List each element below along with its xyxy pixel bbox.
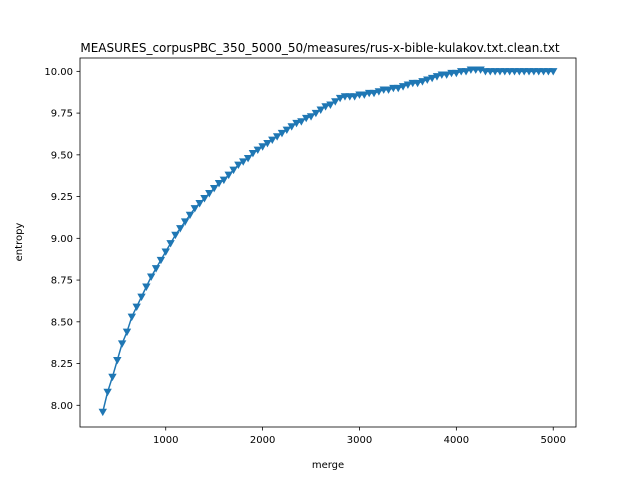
data-point-marker — [326, 101, 335, 109]
data-point-marker — [142, 283, 151, 291]
data-point-marker — [219, 176, 229, 185]
data-point-marker — [190, 205, 199, 213]
data-point-marker — [127, 313, 137, 322]
data-point-marker — [166, 240, 175, 248]
data-point-marker — [200, 195, 209, 203]
data-point-marker — [122, 328, 132, 337]
y-tick-label: 8.50 — [51, 317, 73, 328]
data-point-marker — [205, 190, 214, 198]
data-point-marker — [297, 118, 306, 126]
data-point-marker — [180, 218, 190, 226]
data-point-marker — [253, 146, 262, 155]
x-tick-label: 2000 — [250, 435, 275, 446]
data-point-marker — [331, 98, 340, 106]
y-tick-label: 8.25 — [51, 359, 73, 370]
data-point-marker — [321, 103, 330, 111]
data-point-marker — [117, 340, 127, 348]
data-point-marker — [311, 109, 321, 118]
data-point-marker — [239, 158, 248, 166]
data-point-marker — [171, 231, 180, 240]
data-point-marker — [335, 94, 345, 103]
data-point-marker — [287, 123, 296, 131]
data-point-marker — [374, 88, 384, 96]
data-point-marker — [442, 71, 451, 79]
data-point-marker — [427, 74, 437, 83]
data-point-marker — [394, 84, 403, 93]
data-point-marker — [98, 408, 107, 417]
axes: 1000 2000 3000 4000 5000 8.00 8.25 8.50 8.75 9.00… — [44, 57, 577, 446]
data-point-marker — [306, 113, 316, 121]
x-tick-label: 1000 — [153, 435, 178, 446]
data-point-marker — [151, 265, 161, 273]
y-tick-label: 9.75 — [51, 109, 73, 120]
y-tick-label: 8.75 — [51, 276, 73, 287]
data-point-marker — [316, 106, 325, 114]
data-point-marker — [263, 139, 272, 148]
data-point-marker — [403, 81, 413, 89]
data-point-marker — [156, 256, 166, 265]
data-point-marker — [384, 86, 393, 94]
y-tick-label: 9.00 — [51, 234, 73, 245]
y-tick-label: 10.00 — [44, 67, 73, 78]
data-point-marker — [549, 68, 558, 76]
data-point-marker — [137, 293, 146, 301]
data-point-marker — [369, 89, 379, 98]
data-point-marker — [418, 78, 427, 86]
x-tick-label: 5000 — [541, 435, 566, 446]
data-point-marker — [413, 79, 422, 88]
data-point-marker — [103, 388, 112, 397]
data-point-marker — [243, 154, 253, 163]
y-tick-label: 8.00 — [51, 401, 73, 412]
data-point-marker — [258, 143, 267, 151]
plot-area — [98, 66, 558, 417]
data-point-marker — [132, 303, 141, 311]
data-point-marker — [209, 185, 219, 193]
x-tick-label: 4000 — [444, 435, 469, 446]
data-point-marker — [147, 273, 156, 281]
data-point-marker — [224, 171, 233, 180]
y-tick-label: 9.25 — [51, 192, 73, 203]
data-point-marker — [452, 69, 461, 78]
data-point-marker — [461, 68, 471, 76]
data-point-marker — [272, 133, 282, 141]
data-point-marker — [302, 114, 311, 123]
y-tick-label: 9.50 — [51, 150, 73, 161]
data-point-marker — [234, 161, 243, 170]
data-point-marker — [161, 248, 170, 256]
data-point-marker — [185, 211, 195, 220]
data-point-marker — [113, 357, 122, 365]
data-point-marker — [432, 73, 442, 81]
data-point-marker — [277, 129, 287, 138]
chart-title: MEASURES_corpusPBC_350_5000_50/measures/… — [80, 41, 560, 55]
axes-frame — [79, 57, 577, 428]
data-point-marker — [214, 180, 224, 188]
data-point-marker — [176, 225, 185, 233]
data-point-marker — [423, 76, 432, 84]
data-point-marker — [229, 166, 238, 175]
data-point-marker — [282, 126, 292, 134]
data-point-marker — [195, 200, 204, 208]
data-point-marker — [360, 91, 369, 99]
y-axis-label: entropy — [14, 223, 25, 262]
data-point-marker — [398, 83, 408, 91]
x-axis-label: merge — [312, 460, 344, 471]
data-point-marker — [108, 373, 117, 382]
data-point-marker — [350, 93, 359, 101]
x-tick-label: 3000 — [347, 435, 372, 446]
data-point-marker — [292, 119, 301, 128]
data-point-marker — [248, 149, 258, 158]
data-point-marker — [268, 136, 277, 145]
